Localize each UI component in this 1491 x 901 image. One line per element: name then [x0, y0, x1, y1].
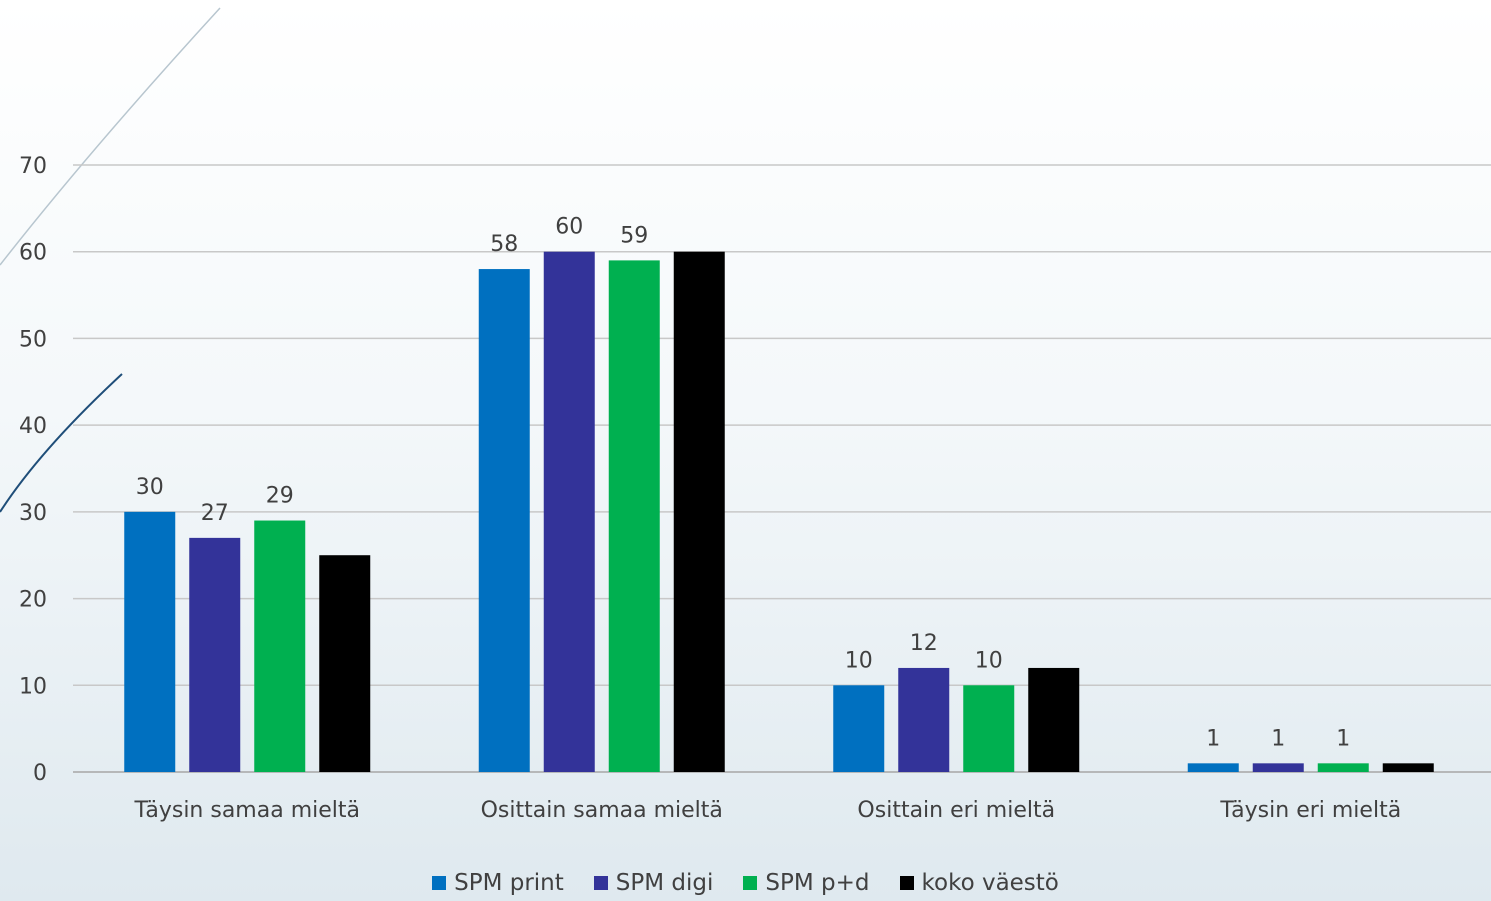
data-label: 58	[490, 232, 518, 257]
bar	[1187, 763, 1239, 772]
x-category-label: Täysin samaa mieltä	[133, 798, 360, 823]
data-label: 27	[201, 501, 229, 526]
bar	[673, 251, 725, 772]
legend-swatch	[593, 876, 608, 890]
bar	[1382, 763, 1434, 772]
bar	[1317, 763, 1369, 772]
legend-swatch	[743, 876, 758, 890]
bar	[963, 685, 1015, 772]
bar	[319, 555, 371, 772]
bar	[478, 269, 530, 772]
bar	[608, 260, 660, 772]
y-tick-label: 40	[19, 414, 47, 439]
data-label: 1	[1271, 726, 1285, 751]
y-tick-label: 10	[19, 674, 47, 699]
x-category-label: Osittain eri mieltä	[857, 798, 1055, 823]
bar	[1252, 763, 1304, 772]
data-label: 1	[1336, 726, 1350, 751]
bar	[1028, 667, 1080, 772]
y-tick-label: 20	[19, 588, 47, 613]
legend-item: SPM p+d	[743, 870, 870, 896]
y-tick-label: 0	[33, 761, 47, 786]
legend-swatch	[899, 876, 914, 890]
x-axis-categories: Täysin samaa mieltä Osittain samaa mieltä…	[133, 798, 1401, 823]
data-label: 30	[136, 475, 164, 500]
bar	[254, 520, 306, 772]
bar	[898, 667, 950, 772]
x-category-label: Osittain samaa mieltä	[481, 798, 723, 823]
legend-label: SPM p+d	[765, 870, 870, 896]
y-axis-ticks: 0 10 20 30 40 50 60 70	[19, 154, 47, 786]
bar	[189, 537, 241, 772]
legend-item: SPM print	[432, 870, 564, 896]
legend-label: SPM digi	[615, 870, 714, 896]
data-label: 1	[1206, 726, 1220, 751]
y-tick-label: 30	[19, 501, 47, 526]
data-label: 60	[555, 215, 583, 240]
bars	[124, 251, 1434, 772]
legend-label: koko väestö	[921, 870, 1059, 896]
data-label: 59	[620, 223, 648, 248]
data-labels: 30 27 29 58 60 59 10 12 10 1 1 1	[136, 215, 1351, 752]
data-label: 10	[975, 648, 1003, 673]
bar	[124, 511, 176, 772]
bar	[833, 685, 885, 772]
y-tick-label: 70	[19, 154, 47, 179]
gridlines	[73, 164, 1491, 773]
y-tick-label: 50	[19, 327, 47, 352]
legend: SPM print SPM digi SPM p+d koko väestö	[0, 870, 1491, 896]
data-label: 29	[266, 484, 294, 509]
legend-label: SPM print	[454, 870, 564, 896]
data-label: 10	[845, 648, 873, 673]
decorative-curve-dark	[0, 373, 123, 513]
data-label: 12	[910, 631, 938, 656]
x-category-label: Täysin eri mieltä	[1219, 798, 1401, 823]
legend-item: SPM digi	[593, 870, 714, 896]
legend-item: koko väestö	[899, 870, 1059, 896]
legend-swatch	[432, 876, 447, 890]
y-tick-label: 60	[19, 241, 47, 266]
bar	[543, 251, 595, 772]
decorative-curve-light	[0, 7, 221, 266]
